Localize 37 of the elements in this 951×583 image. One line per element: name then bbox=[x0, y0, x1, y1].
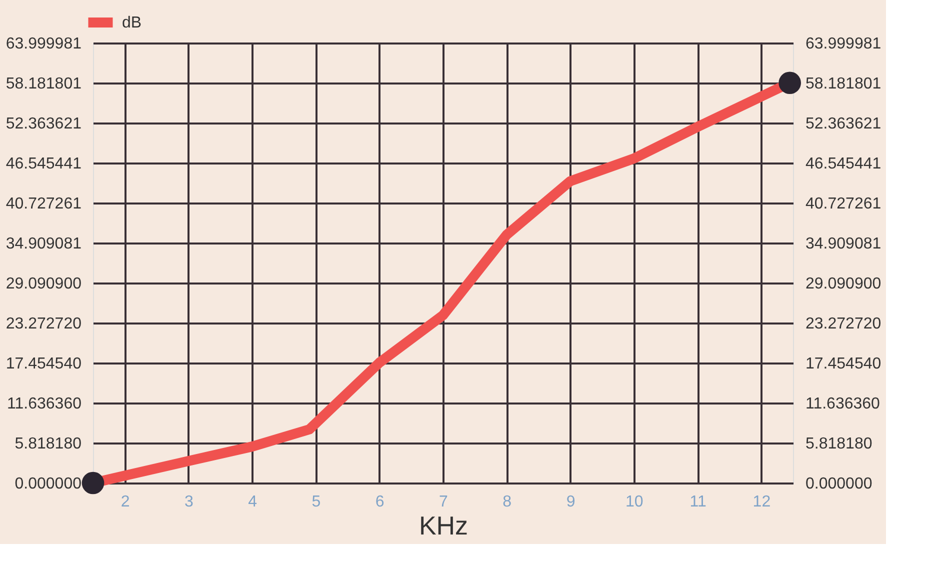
y2-tick-label: 40.727261 bbox=[806, 196, 882, 212]
x-tick-label: 9 bbox=[566, 494, 576, 510]
x-tick-label: 3 bbox=[184, 494, 194, 510]
y-tick-label: 29.090900 bbox=[6, 276, 82, 292]
y2-tick-label: 58.181801 bbox=[806, 76, 882, 92]
x-tick-label: 5 bbox=[312, 494, 321, 510]
y-tick-label: 46.545441 bbox=[6, 156, 82, 172]
y2-tick-label: 23.272720 bbox=[806, 316, 882, 332]
y2-tick-label: 34.909081 bbox=[806, 236, 882, 252]
y-tick-label: 40.727261 bbox=[6, 196, 82, 212]
y-tick-label: 58.181801 bbox=[6, 76, 82, 92]
y-tick-label: 34.909081 bbox=[6, 236, 82, 252]
y2-tick-label: 17.454540 bbox=[806, 356, 882, 372]
legend-label: dB bbox=[122, 14, 142, 32]
y-tick-label: 23.272720 bbox=[6, 316, 82, 332]
y2-tick-label: 0.000000 bbox=[806, 476, 872, 492]
x-tick-label: 4 bbox=[248, 494, 258, 510]
x-axis-title: KHz bbox=[418, 510, 468, 540]
y2-tick-label: 52.363621 bbox=[806, 116, 882, 132]
y2-tick-label: 63.999981 bbox=[806, 36, 882, 52]
x-tick-label: 8 bbox=[502, 494, 512, 510]
y-tick-label: 63.999981 bbox=[6, 36, 82, 52]
y2-tick-label: 46.545441 bbox=[806, 156, 882, 172]
y-tick-label: 17.454540 bbox=[6, 356, 82, 372]
x-tick-label: 6 bbox=[375, 494, 384, 510]
x-tick-label: 12 bbox=[752, 494, 771, 510]
y2-tick-label: 5.818180 bbox=[806, 436, 872, 452]
x-tick-label: 2 bbox=[120, 494, 130, 510]
y-tick-label: 0.000000 bbox=[14, 476, 82, 492]
y-tick-label: 11.636360 bbox=[7, 396, 82, 412]
y2-tick-label: 29.090900 bbox=[806, 276, 882, 292]
x-tick-label: 11 bbox=[690, 494, 706, 510]
x-tick-label: 7 bbox=[439, 494, 448, 510]
x-tick-label: 10 bbox=[626, 494, 644, 510]
y-tick-label: 5.818180 bbox=[14, 436, 82, 452]
y2-tick-label: 11.636360 bbox=[806, 396, 880, 412]
y-tick-label: 52.363621 bbox=[6, 116, 82, 132]
